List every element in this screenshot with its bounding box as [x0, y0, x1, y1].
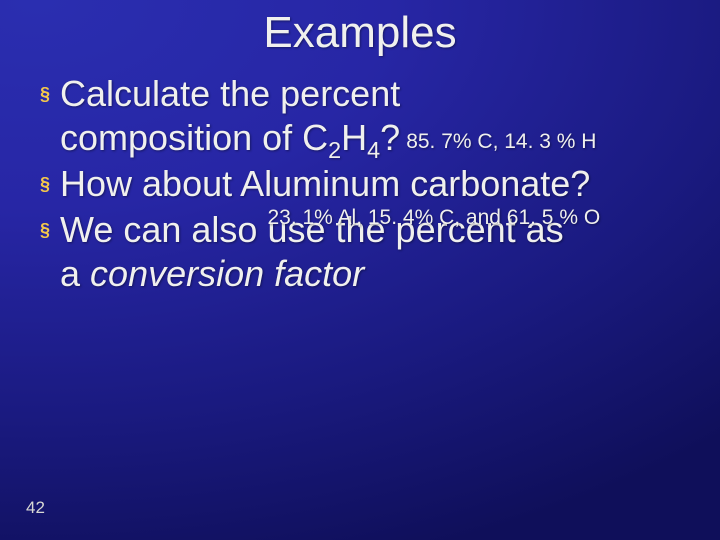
text-segment: a [60, 253, 90, 294]
subscript: 4 [367, 137, 380, 163]
bullet-item: § We can also 23. 1% Al, 15. 4% C, and 6… [40, 208, 700, 296]
text-segment: composition of C [60, 117, 328, 158]
bullet-icon: § [40, 84, 50, 105]
overlap-region: 23. 1% Al, 15. 4% C, and 61. 5 % Ouse th… [267, 208, 563, 252]
bullet-item: § Calculate the percent composition of C… [40, 72, 700, 160]
answer-text: 23. 1% Al, 15. 4% C, and 61. 5 % O [267, 205, 600, 231]
text-segment: ? [380, 117, 400, 158]
text-segment: Calculate the percent [60, 73, 400, 114]
bullet-item: § How about Aluminum carbonate? [40, 162, 700, 206]
text-segment: We can also [60, 209, 267, 250]
slide: Examples § Calculate the percent composi… [0, 0, 720, 540]
text-segment: How about Aluminum carbonate? [60, 163, 590, 204]
bullet-text: We can also 23. 1% Al, 15. 4% C, and 61.… [60, 208, 564, 296]
bullet-text: Calculate the percent composition of C2H… [60, 72, 596, 160]
page-number: 42 [26, 498, 45, 518]
bullet-icon: § [40, 174, 50, 195]
bullet-text: How about Aluminum carbonate? [60, 162, 590, 206]
answer-text: 85. 7% C, 14. 3 % H [406, 130, 596, 153]
slide-title: Examples [0, 8, 720, 58]
text-segment: H [341, 117, 367, 158]
subscript: 2 [328, 137, 341, 163]
slide-content: § Calculate the percent composition of C… [40, 72, 700, 298]
italic-text: conversion factor [90, 253, 364, 294]
bullet-icon: § [40, 220, 50, 241]
